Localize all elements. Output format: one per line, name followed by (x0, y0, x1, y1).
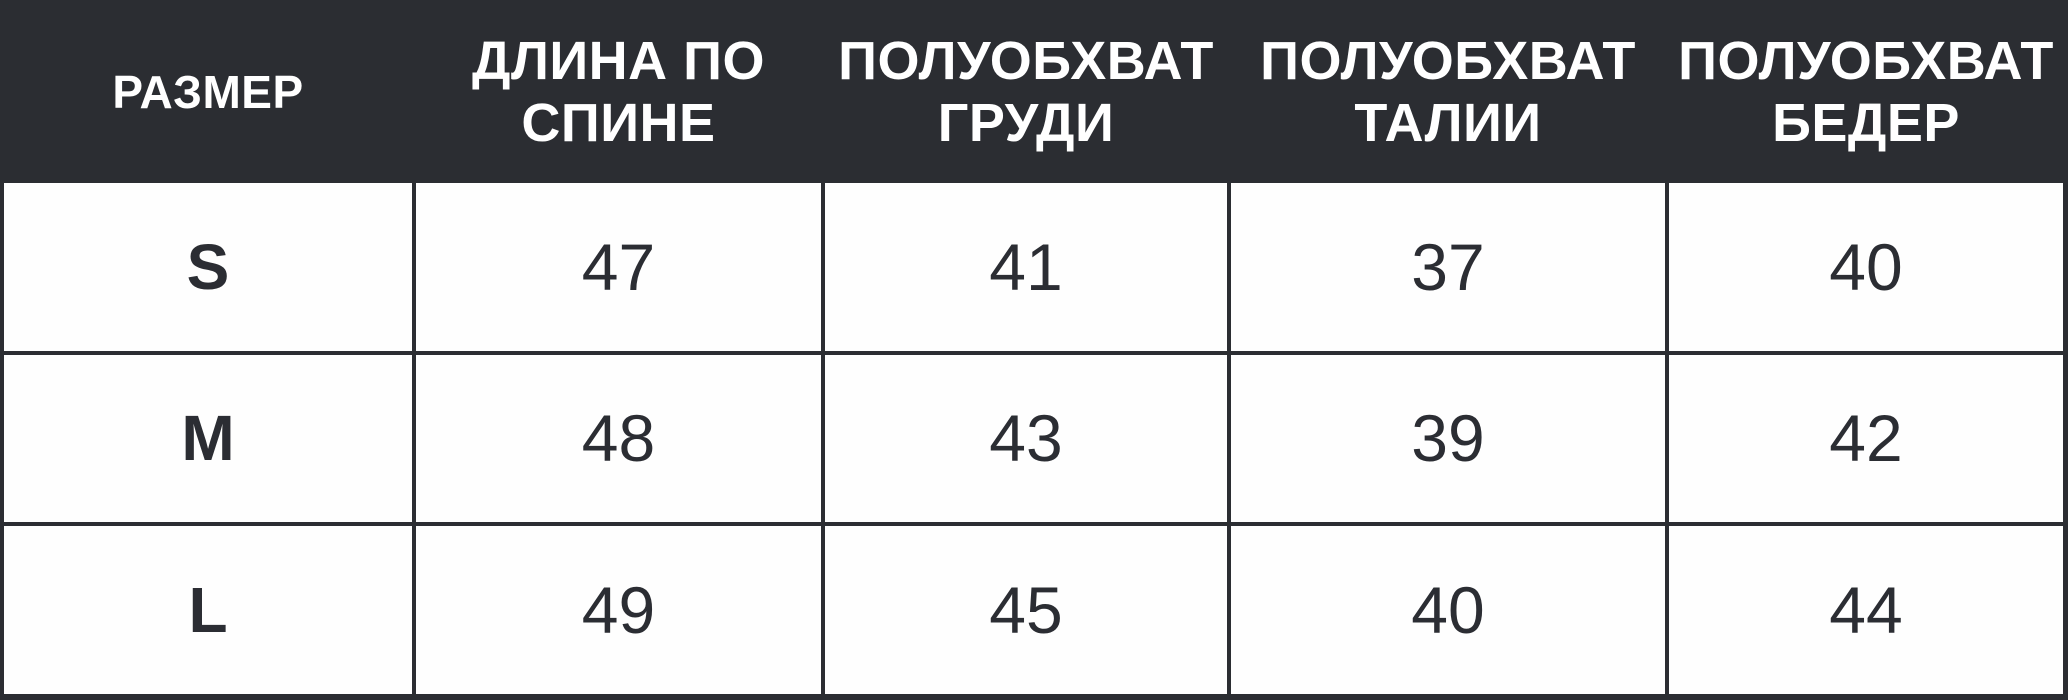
value-cell: 41 (825, 183, 1227, 351)
value-cell: 39 (1231, 354, 1665, 523)
column-header-half-chest: ПОЛУОБХВАТ ГРУДИ (825, 0, 1227, 179)
column-header-back-length: ДЛИНА ПО СПИНЕ (416, 0, 821, 179)
size-cell: M (4, 354, 412, 523)
value-cell: 37 (1231, 183, 1665, 351)
value-cell: 43 (825, 354, 1227, 523)
column-header-size: РАЗМЕР (4, 0, 412, 179)
value-cell: 40 (1669, 183, 2063, 351)
value-cell: 48 (416, 354, 821, 523)
size-cell: S (4, 183, 412, 351)
column-header-half-waist: ПОЛУОБХВАТ ТАЛИИ (1231, 0, 1665, 179)
value-cell: 45 (825, 526, 1227, 694)
value-cell: 40 (1231, 526, 1665, 694)
value-cell: 47 (416, 183, 821, 351)
value-cell: 42 (1669, 354, 2063, 523)
value-cell: 44 (1669, 526, 2063, 694)
size-cell: L (4, 526, 412, 694)
column-header-half-hips: ПОЛУОБХВАТ БЕДЕР (1669, 0, 2063, 179)
value-cell: 49 (416, 526, 821, 694)
